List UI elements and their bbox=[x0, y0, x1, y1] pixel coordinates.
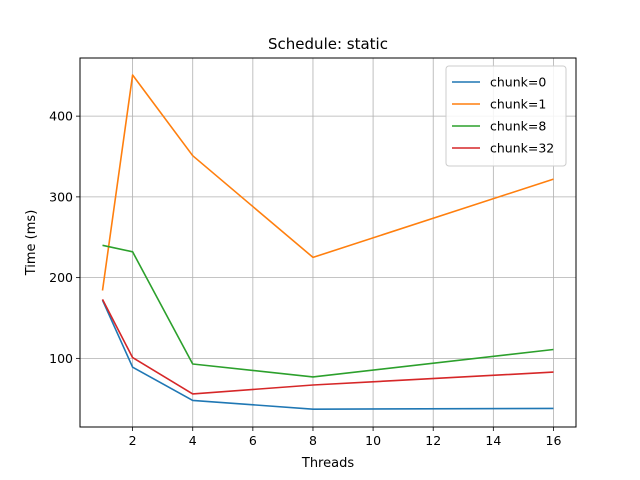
y-axis: 100 200 300 400 bbox=[49, 109, 80, 366]
x-tick-label: 16 bbox=[546, 433, 562, 448]
x-tick-label: 10 bbox=[365, 433, 381, 448]
x-tick-label: 12 bbox=[425, 433, 441, 448]
y-tick-label: 300 bbox=[49, 189, 73, 204]
x-tick-label: 14 bbox=[485, 433, 501, 448]
series-group bbox=[101, 74, 554, 411]
legend-box bbox=[445, 65, 567, 167]
plot-frame bbox=[79, 57, 577, 428]
legend-entry: chunk=8 bbox=[490, 119, 546, 134]
y-tick-label: 100 bbox=[49, 351, 73, 366]
legend: chunk=0 chunk=1 chunk=8 chunk=32 bbox=[445, 65, 567, 167]
y-tick-label: 400 bbox=[49, 109, 73, 124]
legend-entry: chunk=32 bbox=[490, 141, 554, 156]
series-line-chunk-32 bbox=[101, 299, 554, 395]
x-tick-label: 8 bbox=[309, 433, 317, 448]
series-line-chunk-0 bbox=[101, 299, 554, 411]
x-tick-label: 4 bbox=[189, 433, 197, 448]
series-line-chunk-1 bbox=[101, 74, 554, 291]
x-axis-label: Threads bbox=[301, 456, 354, 471]
series-line-chunk-8 bbox=[102, 244, 554, 378]
y-tick-label: 200 bbox=[49, 270, 73, 285]
chart-title: Schedule: static bbox=[268, 35, 388, 53]
x-axis: 2 4 6 8 10 12 14 16 bbox=[129, 427, 562, 448]
y-axis-label: Time (ms) bbox=[24, 210, 39, 277]
legend-entry: chunk=1 bbox=[490, 97, 546, 112]
x-tick-label: 6 bbox=[249, 433, 257, 448]
legend-entry: chunk=0 bbox=[490, 75, 546, 90]
x-tick-label: 2 bbox=[129, 433, 137, 448]
